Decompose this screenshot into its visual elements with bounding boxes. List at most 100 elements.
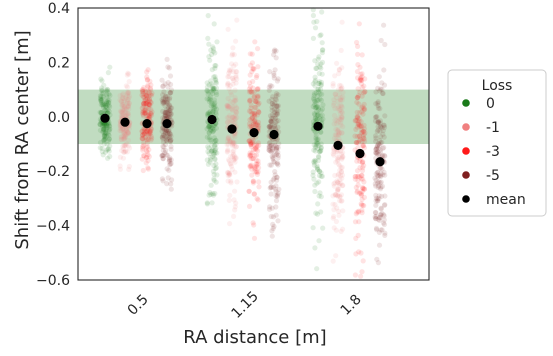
scatter-point [141,103,147,109]
scatter-point [139,105,145,111]
scatter-point [268,184,274,191]
scatter-point [310,35,316,42]
scatter-point [210,192,217,198]
scatter-point [335,119,341,125]
scatter-point [225,105,231,112]
scatter-point [121,104,128,110]
scatter-point [226,172,232,178]
scatter-point [149,135,155,141]
scatter-point [206,89,212,95]
scatter-point [374,256,380,262]
scatter-point [247,72,253,78]
scatter-point [146,154,152,160]
scatter-point [234,17,240,23]
scatter-point [311,142,317,148]
scatter-point [381,122,387,128]
scatter-point [361,179,367,185]
scatter-point [380,152,386,158]
scatter-point [336,154,342,160]
scatter-point [251,110,257,116]
scatter-point [267,69,273,75]
scatter-point [312,148,318,154]
scatter-point [168,111,174,117]
scatter-point [125,97,131,103]
scatter-point [340,124,346,130]
scatter-point [254,142,260,148]
scatter-point [276,186,282,192]
scatter-point [339,85,345,91]
scatter-point [266,124,272,130]
scatter-point [146,93,152,99]
scatter-point [210,44,216,50]
scatter-point [375,127,381,133]
scatter-point [256,142,262,148]
scatter-point [105,155,111,161]
scatter-point [273,93,279,99]
scatter-point [336,212,342,218]
scatter-point [357,136,363,142]
scatter-point [231,140,237,146]
scatter-point [358,172,365,178]
scatter-point [317,64,323,70]
scatter-point [253,169,259,175]
scatter-point [106,91,112,97]
scatter-point [233,74,239,80]
scatter-point [375,143,381,149]
scatter-point [354,39,360,46]
scatter-point [121,149,127,155]
scatter-point [207,96,213,102]
scatter-point [144,76,151,83]
scatter-point [274,193,280,199]
scatter-point [210,102,216,108]
scatter-point [315,86,321,92]
scatter-point [212,143,218,149]
scatter-point [105,131,111,137]
scatter-point [339,114,345,120]
scatter-point [101,137,107,143]
scatter-point [358,191,364,197]
scatter-point [362,130,368,136]
scatter-point [125,111,131,117]
scatter-point [251,191,257,197]
scatter-point [168,90,174,96]
scatter-point [274,111,280,117]
scatter-point [121,130,127,136]
scatter-point [318,144,324,151]
scatter-point [358,75,364,81]
scatter-point [252,111,258,117]
scatter-point [98,110,104,116]
scatter-point [337,163,343,169]
scatter-point [315,166,321,172]
scatter-point [103,87,109,93]
scatter-point [165,114,171,120]
scatter-point [335,187,341,193]
scatter-point [358,123,364,129]
scatter-point [357,123,363,129]
scatter-point [256,125,262,131]
scatter-point [353,140,359,146]
scatter-point [250,137,256,143]
scatter-point [211,151,217,157]
scatter-point [123,106,129,112]
scatter-point [334,155,340,161]
scatter-point [249,115,255,121]
scatter-point [315,166,321,172]
scatter-point [121,143,127,149]
scatter-point [148,137,154,143]
scatter-point [168,133,174,139]
scatter-point [246,188,252,194]
scatter-point [102,129,108,135]
scatter-point [338,192,345,198]
scatter-point [226,158,232,164]
scatter-point [123,83,129,89]
scatter-point [315,140,321,147]
scatter-point [103,126,109,132]
scatter-point [375,184,381,190]
scatter-point [317,190,323,196]
scatter-point [355,173,361,179]
scatter-point [232,188,238,194]
scatter-point [141,98,147,104]
scatter-point [266,143,272,149]
scatter-point [104,133,110,139]
scatter-point [210,147,216,153]
